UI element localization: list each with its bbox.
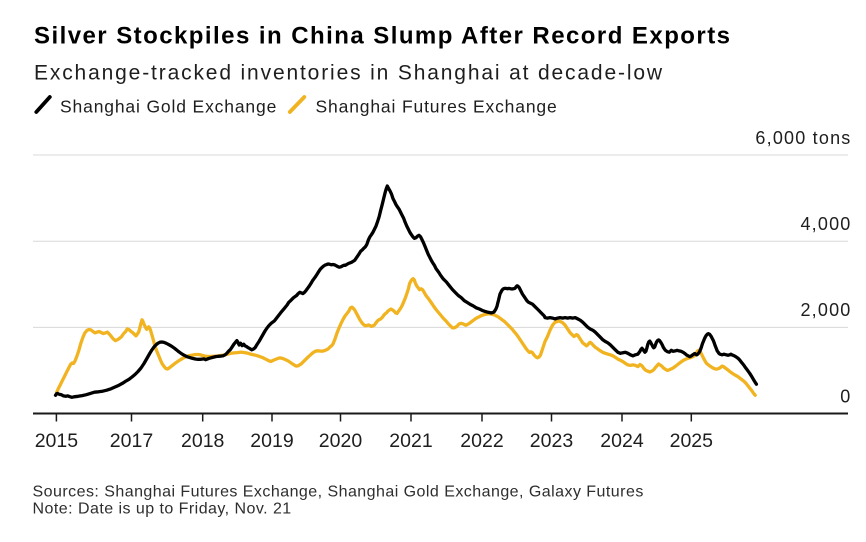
svg-text:Shanghai Futures Exchange: Shanghai Futures Exchange <box>316 97 558 117</box>
svg-text:Shanghai Gold Exchange: Shanghai Gold Exchange <box>60 97 277 117</box>
svg-text:Exchange-tracked inventories i: Exchange-tracked inventories in Shanghai… <box>34 62 664 85</box>
svg-text:2015: 2015 <box>35 430 79 452</box>
svg-text:Silver Stockpiles in China Slu: Silver Stockpiles in China Slump After R… <box>34 23 731 50</box>
svg-text:6,000 tons: 6,000 tons <box>755 128 851 148</box>
svg-text:Note: Date is up to Friday, No: Note: Date is up to Friday, Nov. 21 <box>33 501 292 518</box>
svg-text:2019: 2019 <box>250 430 293 452</box>
svg-text:2020: 2020 <box>319 430 363 452</box>
svg-text:2024: 2024 <box>600 430 644 452</box>
svg-text:2017: 2017 <box>110 430 153 452</box>
svg-text:0: 0 <box>840 387 851 407</box>
svg-text:2018: 2018 <box>181 430 224 452</box>
svg-text:2021: 2021 <box>389 430 432 452</box>
svg-text:Sources: Shanghai Futures Exch: Sources: Shanghai Futures Exchange, Shan… <box>33 484 644 501</box>
svg-text:2022: 2022 <box>460 430 503 452</box>
svg-text:2,000: 2,000 <box>800 300 851 320</box>
svg-text:4,000: 4,000 <box>800 214 851 234</box>
svg-text:2023: 2023 <box>530 430 573 452</box>
svg-text:2025: 2025 <box>670 430 714 452</box>
